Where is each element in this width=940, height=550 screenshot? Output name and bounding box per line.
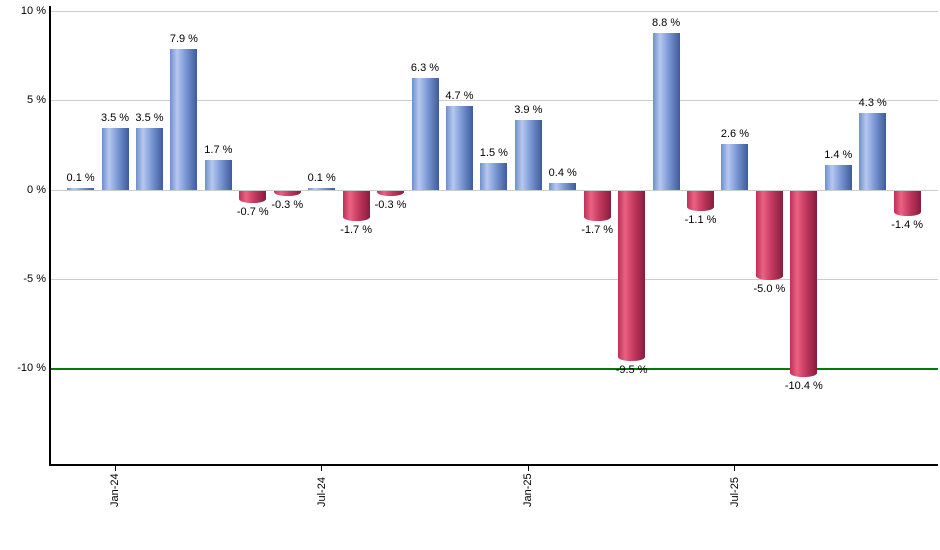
y-tick-label: 10 % [20,5,46,17]
bar [893,191,921,216]
bar-value-label: 0.1 % [307,172,336,185]
bar [135,127,163,190]
bar-value-label: -1.7 % [581,224,614,237]
bar-value-label: -1.4 % [891,218,924,231]
bar [67,188,95,190]
bar [514,120,542,190]
bar [101,127,129,190]
gridline [51,11,938,12]
bar [445,106,473,190]
x-tick-label: Jul-24 [315,477,328,507]
x-tick-label: Jan-24 [109,473,122,507]
bar [721,143,749,190]
bar-value-label: -5.0 % [753,283,786,296]
bar [618,191,646,361]
x-tick-label: Jul-25 [728,477,741,507]
y-tick-label: 0 % [27,183,46,196]
bar [411,77,439,190]
x-tick [734,464,736,471]
bar [824,165,852,190]
threshold-line [51,368,938,370]
bar-value-label: 7.9 % [169,32,198,45]
bar-value-label: 3.9 % [514,104,543,117]
bar-value-label: 0.1 % [66,172,95,185]
y-tick-label: -5 % [23,272,46,285]
bar [273,191,301,197]
bar-value-label: 1.7 % [204,143,233,156]
bar [204,159,232,190]
bar [377,191,405,197]
x-tick [114,464,116,471]
x-axis-spine [49,464,938,466]
bar [480,163,508,190]
bar [859,113,887,190]
x-tick [321,464,323,471]
bar [342,191,370,222]
bar-value-label: -0.7 % [236,206,269,219]
bar-value-label: 6.3 % [410,61,440,74]
bar-value-label: -0.3 % [271,199,304,212]
bar-value-label: 4.3 % [858,97,887,110]
bar [652,32,680,190]
bar [549,182,577,190]
bar-value-label: -0.3 % [374,199,407,212]
bar-value-label: -10.4 % [784,379,823,392]
y-axis-spine [49,6,51,466]
bar-value-label: 1.5 % [479,147,508,160]
bar [583,191,611,222]
bar [687,191,715,211]
bar-value-label: -1.7 % [340,224,372,237]
bar [790,191,818,377]
gridline [51,100,938,102]
plot-area: 0.1 % 3.5 % 3.5 % 7.9 % 1.7 % -0.7 % -0.3 % 0.1… [51,6,938,466]
gridline [51,278,938,280]
gridline [51,189,938,191]
bar [239,191,267,204]
bar-value-label: -1.1 % [684,213,717,226]
bar-value-label: 8.8 % [652,16,681,29]
bar-value-label: 1.4 % [824,149,853,161]
bar-value-label: 4.7 % [445,90,474,103]
x-tick [527,464,529,471]
bar [755,191,783,281]
bar-value-label: 0.4 % [548,166,577,179]
x-tick-label: Jan-25 [522,473,535,507]
bar-value-label: 2.6 % [720,127,750,140]
bar-value-label: -9.5 % [615,363,648,376]
bar-value-label: 3.5 % [135,111,164,124]
y-tick-label: 5 % [27,94,46,107]
bar-value-label: 3.5 % [100,111,130,124]
y-tick-label: -10 % [17,362,46,374]
bar [170,48,198,190]
bar [308,188,336,190]
